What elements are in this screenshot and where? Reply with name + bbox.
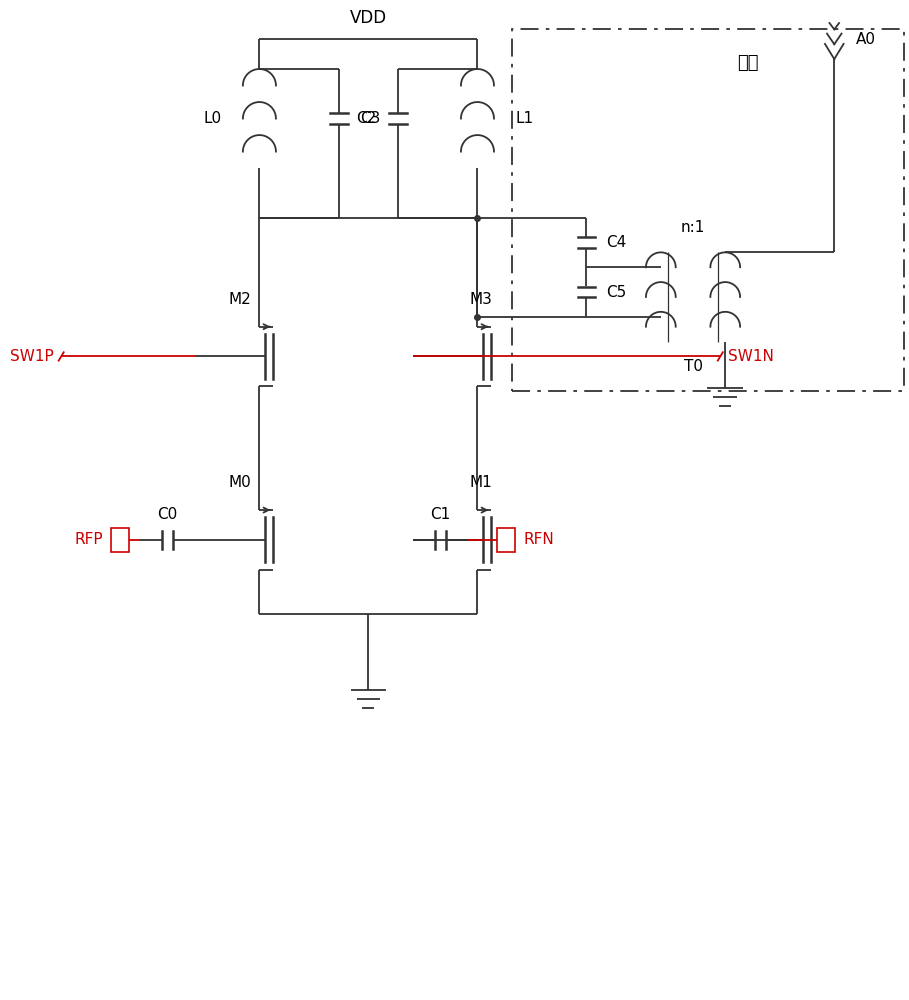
Text: M1: M1 — [470, 475, 493, 490]
Text: T0: T0 — [684, 359, 703, 374]
Text: M0: M0 — [229, 475, 252, 490]
Text: C3: C3 — [360, 111, 380, 126]
Text: M3: M3 — [470, 292, 493, 307]
Text: A0: A0 — [856, 32, 876, 47]
Text: L1: L1 — [515, 111, 534, 126]
Text: RFP: RFP — [75, 532, 103, 547]
Text: SW1N: SW1N — [728, 349, 774, 364]
FancyBboxPatch shape — [497, 528, 515, 552]
Text: RFN: RFN — [523, 532, 554, 547]
FancyBboxPatch shape — [111, 528, 128, 552]
Text: C5: C5 — [606, 285, 626, 300]
Text: C2: C2 — [356, 111, 377, 126]
Text: 片外: 片外 — [737, 54, 758, 72]
Text: C4: C4 — [606, 235, 626, 250]
Text: VDD: VDD — [350, 9, 387, 27]
Text: C0: C0 — [157, 507, 178, 522]
Text: C1: C1 — [430, 507, 451, 522]
Text: n:1: n:1 — [681, 220, 705, 235]
Text: M2: M2 — [229, 292, 252, 307]
Text: L0: L0 — [204, 111, 222, 126]
Bar — [512, 29, 904, 391]
Text: SW1P: SW1P — [9, 349, 54, 364]
